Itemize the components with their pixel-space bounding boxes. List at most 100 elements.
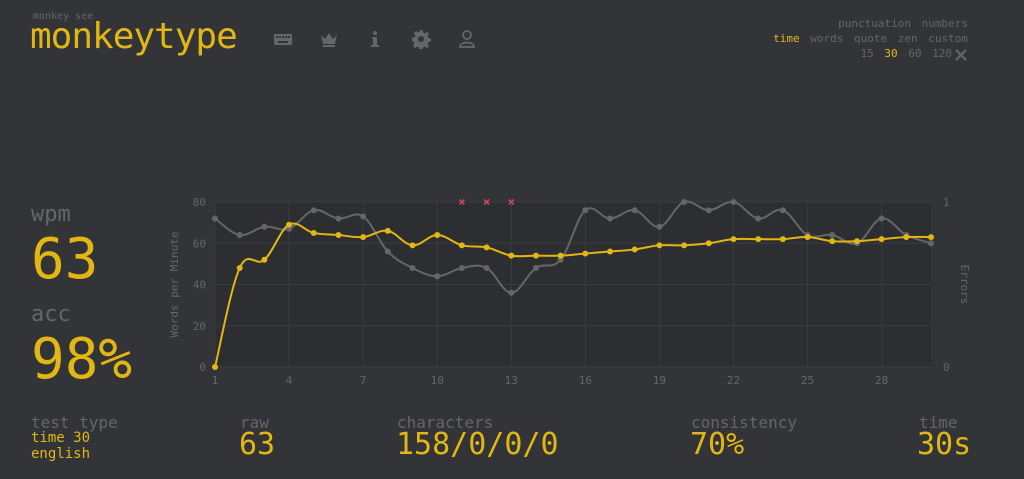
wpm-point	[804, 234, 811, 241]
wpm-point	[212, 364, 218, 370]
config-row-mode: time words quote zen custom	[769, 31, 968, 46]
raw-point	[261, 223, 268, 230]
wpm-point	[261, 256, 268, 263]
raw-point	[681, 199, 688, 205]
time-value: 30s	[917, 427, 972, 462]
raw-point	[360, 213, 367, 220]
crown-icon[interactable]	[318, 28, 340, 50]
keyboard-icon[interactable]	[272, 28, 294, 50]
config-row-duration: 15 30 60 120	[769, 46, 968, 61]
config-punctuation[interactable]: punctuation	[838, 17, 912, 30]
wpm-label: wpm	[31, 202, 71, 227]
wpm-point	[557, 252, 564, 259]
wpm-point	[582, 250, 589, 257]
y-tick-label: 0	[199, 361, 206, 374]
info-icon[interactable]	[364, 28, 386, 50]
y2-axis-label: Errors	[958, 265, 971, 305]
config-row-modifiers: punctuation numbers	[769, 16, 968, 31]
raw-point	[631, 207, 638, 214]
wpm-point	[335, 232, 342, 238]
x-tick-label: 25	[801, 374, 814, 387]
wpm-point	[681, 242, 688, 249]
x-tick-label: 7	[360, 374, 367, 387]
wpm-point	[903, 234, 910, 241]
wpm-point	[853, 238, 860, 245]
raw-point	[483, 265, 490, 271]
config-time-60[interactable]: 60	[908, 47, 922, 60]
raw-point	[532, 265, 539, 271]
wpm-point	[656, 242, 663, 249]
raw-point	[928, 240, 934, 247]
raw-point	[829, 232, 836, 238]
gear-icon[interactable]	[410, 28, 432, 50]
raw-point	[335, 215, 342, 222]
acc-label: acc	[31, 302, 71, 327]
config-mode-words[interactable]: words	[810, 32, 844, 45]
raw-point	[434, 273, 441, 280]
y-axis-label: Words per Minute	[168, 232, 181, 338]
config-time-30[interactable]: 30	[884, 47, 898, 60]
config-time-15[interactable]: 15	[860, 47, 874, 60]
config-time-120[interactable]: 120	[932, 47, 952, 60]
wpm-point	[286, 221, 293, 228]
wpm-point	[928, 234, 934, 241]
wpm-point	[310, 229, 317, 236]
test-config: punctuation numbers time words quote zen…	[769, 16, 968, 61]
config-numbers[interactable]: numbers	[921, 17, 968, 30]
y-tick-label: 20	[193, 320, 206, 333]
characters-value: 158/0/0/0	[396, 427, 559, 462]
logo[interactable]: monkeytype	[30, 16, 238, 57]
consistency-value: 70%	[690, 427, 745, 462]
raw-point	[236, 232, 243, 238]
config-mode-time[interactable]: time	[773, 32, 800, 45]
raw-point	[384, 248, 391, 255]
wpm-point	[705, 240, 712, 247]
test-type-label: test type	[31, 413, 118, 432]
acc-value: 98%	[31, 327, 133, 392]
y-tick-label: 80	[193, 196, 206, 209]
wpm-value: 63	[31, 227, 99, 292]
raw-label: raw	[240, 413, 269, 432]
raw-point	[755, 215, 762, 222]
wpm-point	[236, 265, 243, 271]
wpm-point	[508, 252, 515, 259]
wpm-point	[755, 236, 762, 243]
x-tick-label: 22	[727, 374, 740, 387]
error-marker	[508, 198, 515, 206]
error-marker	[483, 198, 490, 206]
wpm-point	[829, 238, 836, 245]
raw-value: 63	[239, 427, 276, 462]
wpm-point	[532, 252, 539, 259]
x-tick-label: 16	[579, 374, 592, 387]
x-tick-label: 10	[431, 374, 444, 387]
config-mode-custom[interactable]: custom	[928, 32, 968, 45]
x-tick-label: 1	[212, 374, 219, 387]
raw-point	[779, 207, 786, 214]
wpm-point	[878, 236, 885, 243]
user-icon[interactable]	[456, 28, 478, 50]
wpm-point	[631, 246, 638, 253]
y2-tick-label: 1	[943, 196, 950, 209]
consistency-label: consistency	[691, 413, 797, 432]
raw-point	[730, 199, 737, 205]
y2-tick-label: 0	[943, 361, 950, 374]
wpm-point	[360, 234, 367, 241]
config-mode-quote[interactable]: quote	[854, 32, 888, 45]
raw-point	[557, 256, 564, 263]
wpm-point	[409, 242, 416, 249]
config-mode-zen[interactable]: zen	[897, 32, 918, 45]
test-type-mode: time 30	[31, 430, 91, 446]
x-tick-label: 19	[653, 374, 666, 387]
wpm-point	[483, 244, 490, 251]
raw-point	[656, 223, 663, 230]
x-tick-label: 4	[286, 374, 293, 387]
raw-point	[607, 215, 614, 222]
wpm-point	[434, 232, 441, 238]
raw-point	[582, 207, 589, 214]
characters-label: characters	[397, 413, 494, 432]
raw-point	[409, 265, 416, 271]
raw-point	[212, 215, 218, 222]
wrench-icon[interactable]	[955, 46, 967, 65]
x-tick-label: 13	[505, 374, 518, 387]
